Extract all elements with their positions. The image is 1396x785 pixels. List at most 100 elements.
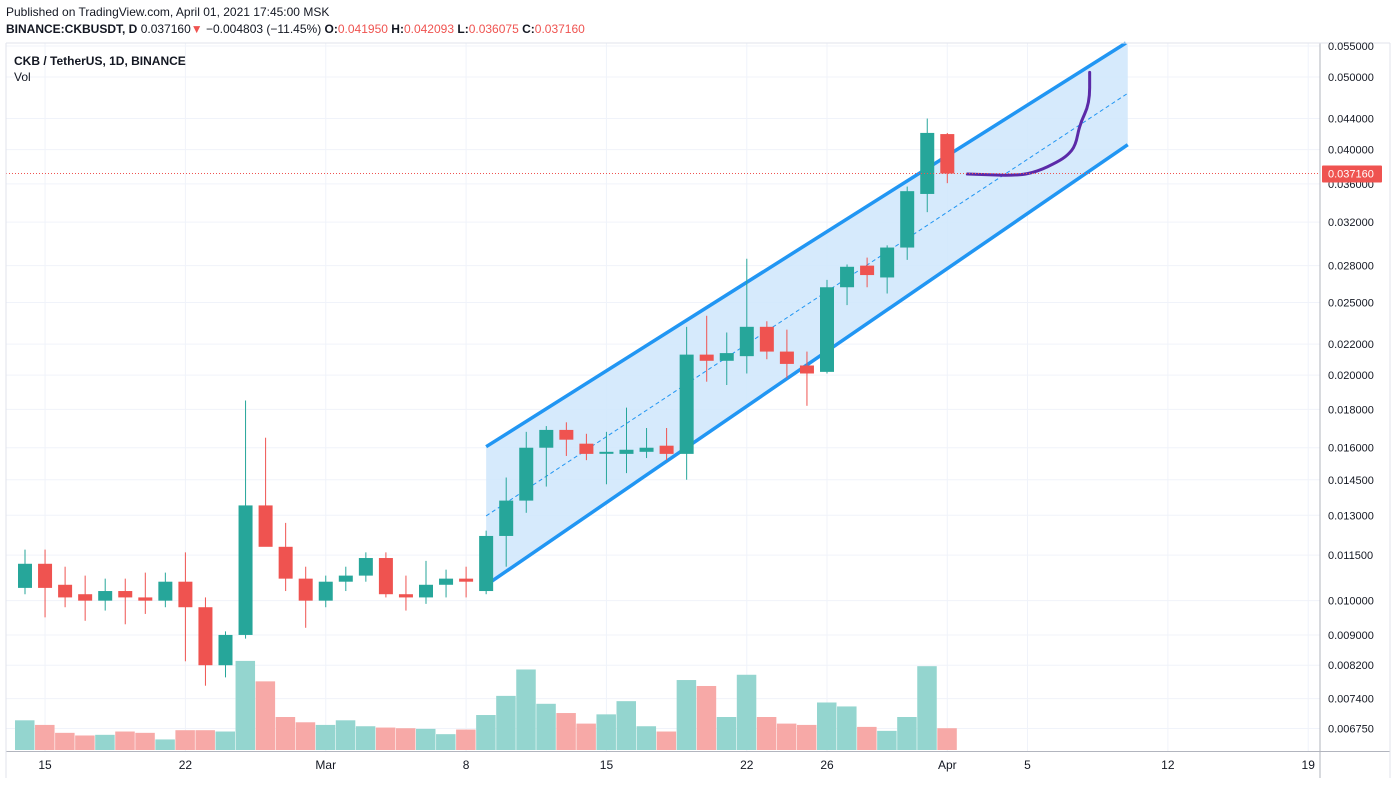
candle-body [358, 558, 373, 576]
y-tick-label: 0.022000 [1328, 339, 1374, 351]
candle-body [900, 191, 915, 248]
volume-bar [395, 728, 416, 750]
last-price-tag: 0.037160 [1322, 165, 1382, 183]
y-tick-label: 0.009000 [1328, 630, 1374, 642]
candle [639, 427, 654, 459]
low-value: 0.036075 [468, 22, 519, 36]
candle [699, 315, 714, 382]
candle [779, 329, 794, 379]
volume-bar [676, 680, 697, 750]
y-tick-label: 0.007400 [1328, 694, 1374, 706]
candle [840, 264, 855, 306]
y-tick-label: 0.011500 [1328, 550, 1373, 562]
candle-body [739, 326, 754, 357]
volume-bars [15, 660, 957, 750]
volume-bar [716, 717, 737, 750]
candle-body [459, 578, 474, 582]
candle-body [599, 451, 614, 454]
y-tick-label: 0.050000 [1328, 72, 1374, 84]
y-tick-label: 0.028000 [1328, 261, 1374, 273]
channel-upper-line [485, 41, 1127, 449]
candle [98, 578, 113, 611]
y-tick-label: 0.020000 [1328, 370, 1374, 382]
candle-body [318, 581, 333, 601]
volume-bar [937, 728, 957, 750]
published-note: Published on TradingView.com, April 01, … [6, 5, 329, 19]
candle-body [539, 429, 554, 448]
volume-bar [155, 739, 175, 750]
candle [178, 552, 193, 662]
volume-bar [335, 720, 356, 750]
candle-body [258, 505, 273, 547]
candle [398, 575, 413, 611]
candle [799, 351, 814, 406]
channel-fill [486, 43, 1128, 586]
x-tick-label: 22 [740, 758, 754, 772]
last-price: 0.037160 [140, 22, 191, 36]
candle-body [719, 353, 734, 361]
low-label: L: [457, 22, 469, 36]
candle-body [759, 326, 774, 352]
y-tick-label: 0.044000 [1328, 114, 1374, 126]
volume-bar [556, 713, 576, 750]
candle [58, 566, 73, 608]
change-arrow-icon: ▼ [190, 22, 203, 36]
candle [318, 575, 333, 608]
candle [118, 578, 133, 625]
x-tick-label: 19 [1302, 758, 1316, 772]
high-value: 0.042093 [403, 22, 455, 36]
candle [519, 431, 534, 513]
candle-body [118, 591, 133, 598]
y-tick-label: 0.013000 [1328, 510, 1374, 522]
x-tick-label: 5 [1024, 758, 1031, 772]
candle-body [138, 597, 153, 601]
y-tick-label: 0.018000 [1328, 404, 1374, 416]
volume-bar [596, 714, 616, 750]
x-tick-label: 26 [820, 758, 834, 772]
candle [599, 431, 614, 485]
open-label: O: [324, 22, 338, 36]
volume-bar [636, 726, 657, 750]
candle [358, 552, 373, 582]
close-label: C: [522, 22, 535, 36]
volume-bar [275, 717, 296, 750]
projection-line [965, 70, 1092, 177]
volume-bar [837, 706, 857, 750]
price-axis[interactable]: 0.0550000.0500000.0440000.0400000.036000… [1322, 41, 1382, 736]
candle-body [218, 634, 233, 666]
candle [940, 132, 955, 184]
candle-body [378, 558, 393, 595]
volume-bar [736, 674, 757, 750]
candle-body [799, 365, 814, 374]
time-axis[interactable]: 15 22 Mar 8 15 22 26 Apr 5 12 19 [38, 758, 1315, 772]
volume-bar [616, 701, 636, 750]
x-tick-label: Mar [315, 758, 336, 772]
candle [78, 575, 93, 621]
volume-bar [756, 717, 777, 750]
candle [258, 437, 273, 547]
candle-body [38, 563, 53, 588]
x-tick-label: Apr [938, 758, 957, 772]
candle-body [840, 266, 855, 288]
volume-bar [255, 681, 276, 750]
candle-body [298, 578, 313, 601]
candle-body [940, 134, 955, 174]
parallel-channel[interactable] [485, 41, 1129, 587]
volume-bar [456, 729, 476, 750]
y-tick-label: 0.010000 [1328, 596, 1374, 608]
candle [479, 530, 494, 595]
candle [900, 186, 915, 260]
volume-bar [35, 724, 55, 750]
volume-bar [195, 730, 215, 750]
candle-body [338, 575, 353, 582]
candle [539, 426, 554, 487]
candle [880, 245, 895, 294]
candle-body [18, 563, 32, 588]
projection-path[interactable] [965, 70, 1092, 177]
candle [679, 326, 694, 480]
symbol-label: BINANCE:CKBUSDT, D [6, 22, 138, 36]
candle-body [559, 429, 574, 440]
candle [920, 118, 935, 213]
y-tick-label: 0.040000 [1328, 145, 1374, 157]
